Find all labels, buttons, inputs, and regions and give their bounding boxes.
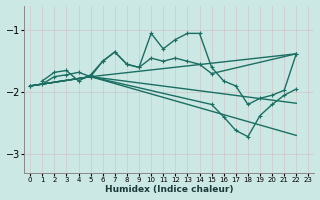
X-axis label: Humidex (Indice chaleur): Humidex (Indice chaleur) xyxy=(105,185,234,194)
